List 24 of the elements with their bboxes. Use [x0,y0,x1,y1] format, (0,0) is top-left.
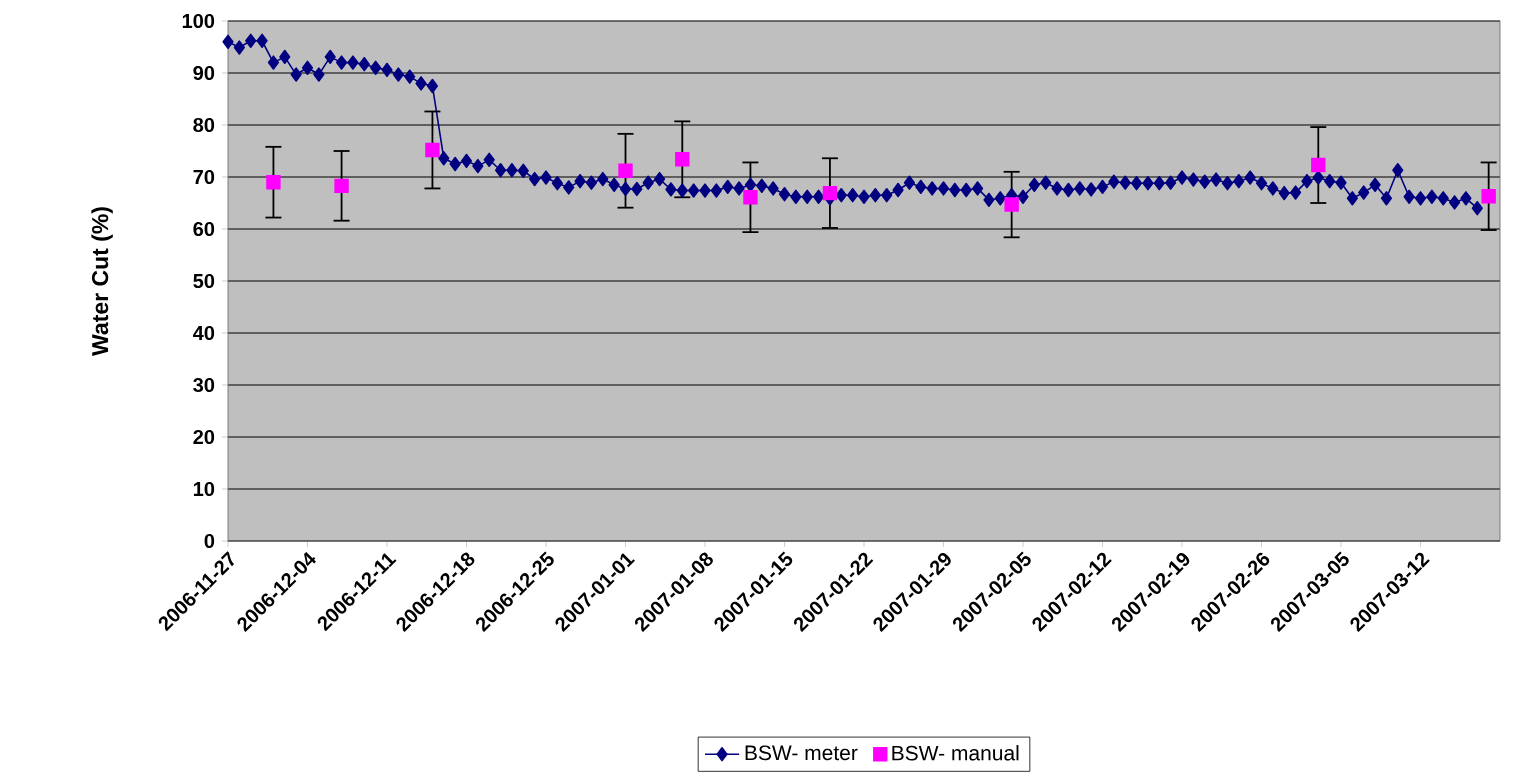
point [425,142,440,158]
point [743,190,758,205]
y-tick-label: 70 [193,169,215,185]
point [334,178,349,194]
point [618,163,633,178]
y-tick-label: 60 [193,221,215,237]
y-tick-label: 30 [193,377,215,393]
legend-label: BSW- manual [892,745,1019,761]
point [1481,189,1496,204]
y-tick-label: 90 [193,65,215,81]
point [1311,157,1326,173]
y-tick-label: 100 [182,13,215,29]
y-tick-label: 80 [193,117,215,133]
y-axis-title: Water Cut (%) [91,207,113,356]
y-tick-label: 40 [193,325,215,341]
y-tick-label: 20 [193,429,215,445]
y-tick-label: 50 [193,273,215,289]
y-tick-label: 0 [204,533,215,549]
point [266,175,281,190]
point [822,185,838,201]
point [1004,197,1019,212]
legend-label: BSW- meter [745,745,858,761]
y-tick-label: 10 [193,481,215,497]
point [675,152,690,167]
